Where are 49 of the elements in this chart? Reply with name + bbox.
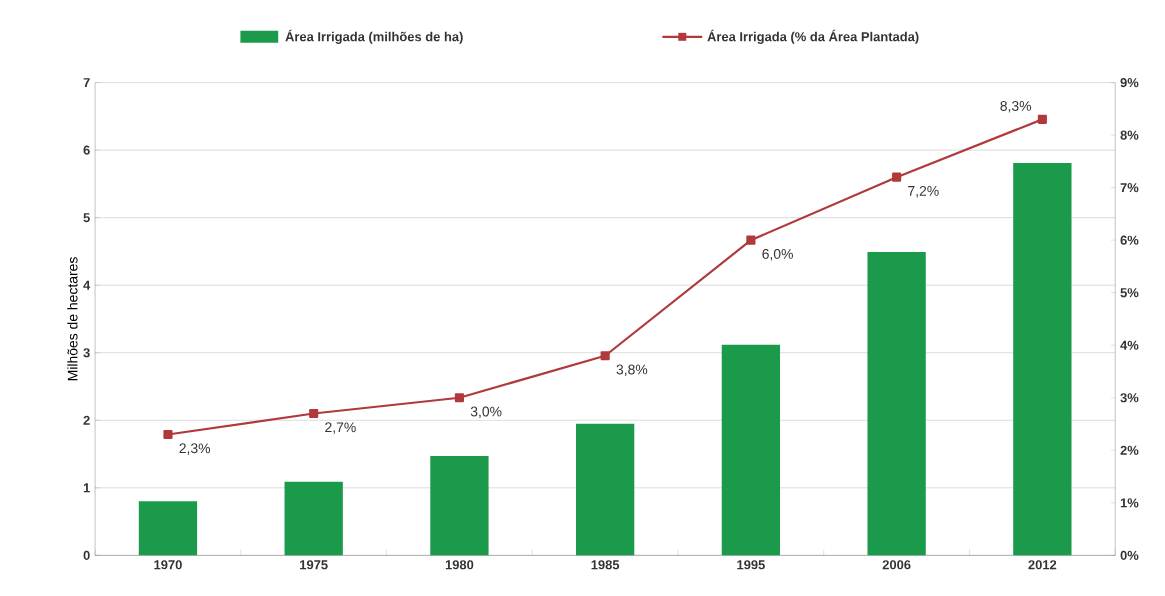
y2-tick-label: 8% bbox=[1120, 130, 1139, 140]
legend-label: Área Irrigada (% da Área Plantada) bbox=[707, 29, 919, 44]
y2-tick-label: 1% bbox=[1120, 498, 1139, 508]
point bbox=[163, 429, 173, 440]
point bbox=[309, 408, 319, 419]
data-label: 2,3% bbox=[179, 443, 211, 455]
data-label: 3,8% bbox=[616, 364, 648, 377]
y-tick-label: 1 bbox=[83, 483, 90, 493]
y-tick-label: 6 bbox=[83, 145, 90, 155]
bar bbox=[284, 481, 343, 556]
point bbox=[746, 235, 756, 245]
bar bbox=[721, 344, 781, 556]
y2-tick-label: 0% bbox=[1120, 550, 1139, 560]
x-tick-label: 1995 bbox=[737, 560, 765, 570]
y2-tick-label: 6% bbox=[1120, 235, 1139, 245]
x-tick-label: 2012 bbox=[1028, 560, 1057, 570]
bar bbox=[867, 252, 926, 556]
x-tick-label: 1970 bbox=[154, 560, 182, 570]
point bbox=[892, 172, 902, 182]
y-tick-label: 0 bbox=[83, 550, 90, 560]
data-label: 2,7% bbox=[325, 422, 356, 434]
y2-tick-label: 3% bbox=[1120, 393, 1139, 403]
point bbox=[600, 351, 610, 361]
y-tick-label: 2 bbox=[83, 415, 90, 425]
data-label: 8,3% bbox=[1000, 100, 1032, 113]
y2-tick-label: 9% bbox=[1120, 77, 1139, 88]
point bbox=[454, 393, 465, 403]
bar bbox=[576, 423, 635, 556]
x-tick-label: 2006 bbox=[882, 560, 911, 570]
x-tick-label: 1975 bbox=[300, 560, 328, 570]
data-label: 3,0% bbox=[470, 406, 502, 419]
y-axis-title: Milhões de hectares bbox=[67, 257, 78, 381]
y-tick-label: 5 bbox=[83, 213, 90, 223]
bar bbox=[430, 455, 489, 556]
legend-label: Área Irrigada (milhões de ha) bbox=[285, 29, 463, 44]
data-label: 7,2% bbox=[908, 185, 939, 198]
y2-tick-label: 7% bbox=[1120, 183, 1139, 193]
y2-tick-label: 5% bbox=[1120, 288, 1139, 298]
x-tick-label: 1985 bbox=[591, 560, 620, 570]
y-tick-label: 7 bbox=[83, 78, 90, 87]
y-tick-label: 3 bbox=[83, 348, 90, 358]
y2-tick-label: 2% bbox=[1120, 445, 1139, 455]
point bbox=[1037, 114, 1047, 124]
data-label: 6,0% bbox=[762, 248, 793, 261]
y-tick-label: 4 bbox=[83, 280, 91, 290]
y2-tick-label: 4% bbox=[1120, 340, 1139, 350]
bar bbox=[1013, 162, 1072, 556]
bar bbox=[138, 501, 198, 556]
x-tick-label: 1980 bbox=[445, 560, 474, 570]
